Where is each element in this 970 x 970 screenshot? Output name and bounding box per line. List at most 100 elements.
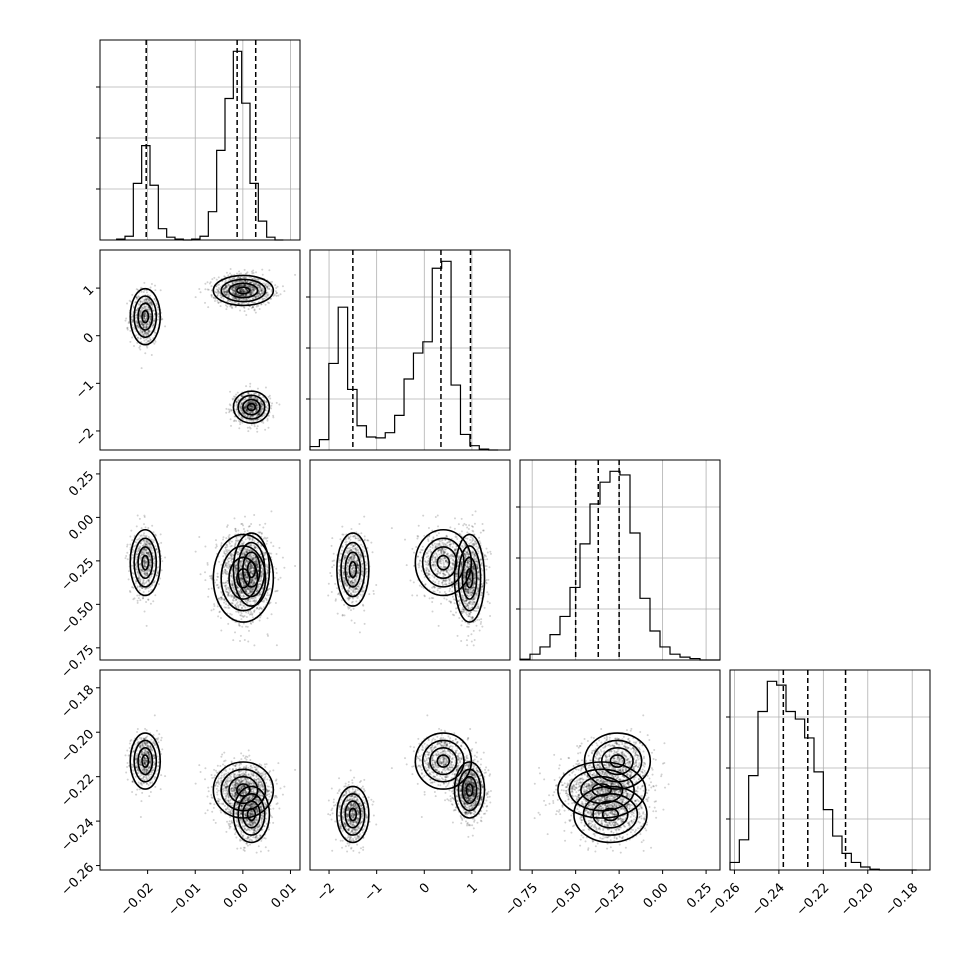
sample-point [243,290,246,293]
sample-point [233,293,236,296]
sample-point [260,289,263,292]
sample-point [231,573,234,576]
sample-point [223,584,226,587]
sample-point [245,404,248,407]
sample-point [235,408,238,411]
sample-point [231,278,234,281]
sample-point [234,280,237,283]
sample-point [232,586,235,589]
sample-point [143,573,146,576]
sample-point [244,561,247,564]
sample-point [241,290,244,293]
sample-point [250,577,253,580]
sample-point [231,583,234,586]
sample-point [227,591,230,594]
sample-point [223,601,226,604]
sample-point [260,289,263,292]
sample-point [137,549,140,552]
sample-point [245,409,248,412]
sample-point [229,612,232,615]
sample-point [255,563,258,566]
sample-point [149,564,152,567]
sample-point [259,417,262,420]
sample-point [247,392,250,395]
sample-point [252,401,255,404]
sample-point [251,572,254,575]
sample-point [265,401,268,404]
sample-point [256,563,259,566]
sample-point [239,293,242,296]
sample-point [236,610,239,613]
sample-point [218,283,221,286]
sample-point [238,302,241,305]
sample-point [126,328,129,331]
sample-point [227,563,230,566]
sample-point [249,597,252,600]
sample-point [223,290,226,293]
sample-point [216,294,219,297]
sample-point [138,585,141,588]
sample-point [254,277,257,280]
sample-point [234,291,237,294]
sample-point [143,583,146,586]
sample-point [141,330,144,333]
sample-point [128,570,131,573]
sample-point [235,540,238,543]
sample-point [233,276,236,279]
sample-point [210,294,213,297]
sample-point [240,618,243,621]
sample-point [148,315,151,318]
sample-point [256,564,259,567]
sample-point [216,583,219,586]
sample-point [250,291,253,294]
sample-point [152,569,155,572]
sample-point [147,554,150,557]
sample-point [249,419,252,422]
sample-point [227,294,230,297]
sample-point [266,577,269,580]
sample-point [256,430,259,433]
sample-point [264,303,267,306]
sample-point [246,402,249,405]
sample-point [228,588,231,591]
sample-point [242,550,245,553]
sample-point [139,330,142,333]
sample-point [131,336,134,339]
sample-point [258,290,261,293]
sample-point [261,268,264,271]
sample-point [223,275,226,278]
sample-point [140,333,143,336]
sample-point [256,284,259,287]
sample-point [146,552,149,555]
sample-point [138,577,141,580]
sample-point [231,289,234,292]
sample-point [270,552,273,555]
sample-point [219,305,222,308]
sample-point [224,554,227,557]
sample-point [258,394,261,397]
sample-point [235,606,238,609]
sample-point [229,404,232,407]
sample-point [224,581,227,584]
sample-point [251,416,254,419]
sample-point [235,286,238,289]
sample-point [147,551,150,554]
sample-point [259,284,262,287]
sample-point [152,541,155,544]
sample-point [262,551,265,554]
sample-point [272,416,275,419]
sample-point [223,290,226,293]
sample-point [236,586,239,589]
sample-point [224,585,227,588]
sample-point [149,317,152,320]
sample-point [222,297,225,300]
sample-point [150,302,153,305]
sample-point [161,318,164,321]
sample-point [254,288,257,291]
sample-point [234,566,237,569]
sample-point [254,288,257,291]
sample-point [149,566,152,569]
sample-point [260,289,263,292]
sample-point [255,546,258,549]
sample-point [224,568,227,571]
